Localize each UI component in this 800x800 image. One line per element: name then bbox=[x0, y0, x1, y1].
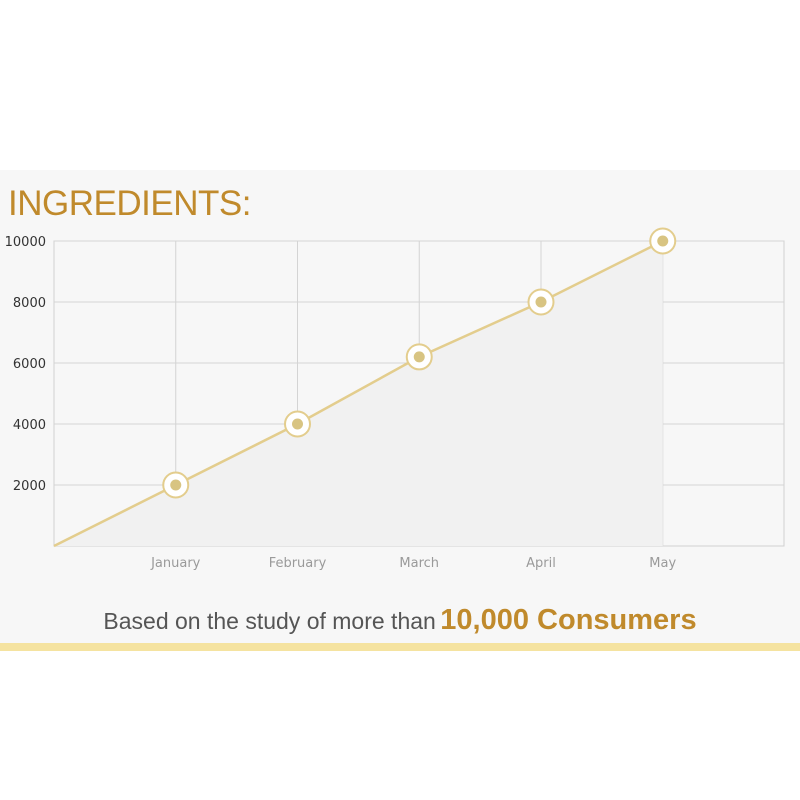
data-point-february[interactable] bbox=[284, 410, 311, 438]
page-title: INGREDIENTS: bbox=[8, 184, 251, 223]
data-point-march[interactable] bbox=[405, 343, 433, 371]
series-line bbox=[53, 239, 664, 548]
data-point-dot bbox=[535, 296, 547, 308]
data-point-april[interactable] bbox=[527, 288, 555, 316]
accent-bar bbox=[0, 643, 800, 651]
x-tick-label: February bbox=[269, 556, 327, 571]
y-axis-ticks: 2000 4000 6000 8000 10000 bbox=[5, 235, 46, 494]
data-point-dot bbox=[657, 235, 669, 247]
study-caption: Based on the study of more than 10,000 C… bbox=[0, 604, 800, 637]
data-point-january[interactable] bbox=[162, 471, 190, 499]
x-tick-label: April bbox=[526, 556, 556, 571]
y-tick-label: 10000 bbox=[5, 235, 46, 250]
x-tick-label: March bbox=[399, 556, 439, 571]
caption-highlight: 10,000 Consumers bbox=[440, 604, 697, 636]
x-axis-ticks: January February March April May bbox=[150, 556, 676, 571]
y-tick-label: 2000 bbox=[13, 479, 46, 494]
data-point-dot bbox=[413, 351, 425, 363]
data-point-dot bbox=[292, 418, 303, 430]
data-point-dot bbox=[170, 479, 182, 491]
data-point-may[interactable] bbox=[649, 227, 677, 255]
y-tick-label: 8000 bbox=[13, 296, 46, 311]
x-tick-label: May bbox=[649, 556, 676, 571]
caption-lead: Based on the study of more than bbox=[103, 608, 436, 634]
y-tick-label: 4000 bbox=[13, 418, 46, 433]
y-tick-label: 6000 bbox=[13, 357, 46, 372]
x-tick-label: January bbox=[150, 556, 201, 571]
data-points bbox=[162, 227, 677, 499]
